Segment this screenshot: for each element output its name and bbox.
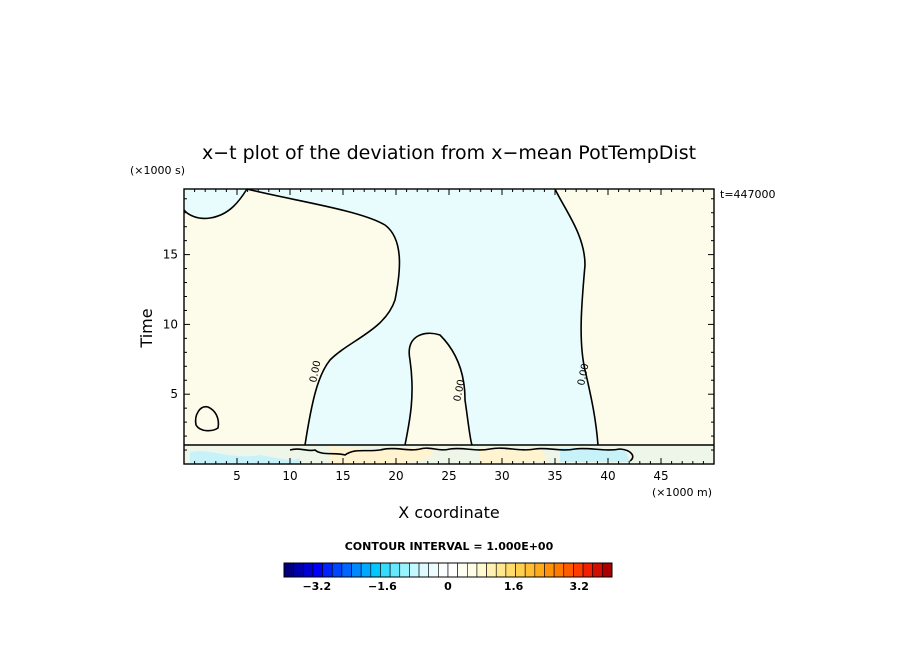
y-tick-label: 15 xyxy=(163,248,178,262)
colorbar-cell xyxy=(544,562,555,578)
colorbar-cell xyxy=(466,562,478,578)
colorbar-ticks: −3.2 −1.6 0 1.6 3.2 xyxy=(302,580,589,593)
colorbar-cell xyxy=(283,562,294,578)
colorbar-tick-label: −1.6 xyxy=(368,580,397,593)
contour-line-ragged-bottom xyxy=(289,447,634,462)
colorbar-cell xyxy=(602,562,613,578)
x-tick-label: 40 xyxy=(600,469,615,483)
colorbar-cell xyxy=(457,562,468,578)
bottom-band-yellow-2 xyxy=(480,447,548,463)
colorbar-cell xyxy=(553,562,565,578)
contour-interval-text: CONTOUR INTERVAL = 1.000E+00 xyxy=(345,540,554,553)
x-tick-label: 15 xyxy=(335,469,350,483)
negative-blob xyxy=(194,405,220,432)
x-unit-label: (×1000 m) xyxy=(652,486,712,499)
x-tick-label: 10 xyxy=(282,469,297,483)
colorbar-cell xyxy=(351,562,362,578)
contour-line-center-hill xyxy=(404,332,473,446)
colorbar-cell xyxy=(302,562,314,578)
colorbar-cell xyxy=(322,562,333,578)
colorbar-cell xyxy=(515,562,526,578)
colorbar-cell xyxy=(360,562,372,578)
contour-label-center: 0.00 xyxy=(452,379,467,403)
colorbar-cell xyxy=(341,562,352,578)
x-axis-label: X coordinate xyxy=(398,503,499,522)
colorbar-cell xyxy=(495,562,507,578)
x-tick-label: 5 xyxy=(233,469,241,483)
colorbar-tick-label: 0 xyxy=(444,580,452,593)
bottom-band-cyan-2 xyxy=(560,447,630,462)
y-unit-label: (×1000 s) xyxy=(130,164,185,177)
colorbar-cell xyxy=(447,562,458,578)
x-tick-label: 20 xyxy=(388,469,403,483)
contour-line-top-left xyxy=(183,188,248,220)
colorbar-cell xyxy=(418,562,430,578)
x-tick-label: 35 xyxy=(547,469,562,483)
colorbar-cell xyxy=(563,562,574,578)
colorbar-tick-label: 1.6 xyxy=(504,580,524,593)
y-tick-label: 5 xyxy=(170,387,178,401)
colorbar-tick-label: −3.2 xyxy=(302,580,331,593)
x-tick-label: 30 xyxy=(494,469,509,483)
colorbar-cell xyxy=(573,562,584,578)
contour-label-right: 0.00 xyxy=(576,363,591,387)
colorbar-tick-label: 3.2 xyxy=(569,580,589,593)
colorbar-cell xyxy=(505,562,516,578)
y-axis: 5 10 15 xyxy=(163,198,714,451)
negative-region-center xyxy=(247,189,598,445)
colorbar-cell xyxy=(370,562,381,578)
colorbar-frame xyxy=(283,562,613,578)
colorbar-cell xyxy=(476,562,487,578)
plot-area: 0.00 0.00 0.00 xyxy=(183,188,715,465)
colorbar-cell xyxy=(428,562,439,578)
colorbar-cell xyxy=(331,562,343,578)
colorbar-cell xyxy=(534,562,545,578)
colorbar-cell xyxy=(486,562,497,578)
colorbar-cell xyxy=(312,562,323,578)
colorbar xyxy=(283,562,613,578)
contour-line-center-left xyxy=(246,188,401,446)
colorbar-cell xyxy=(438,562,449,578)
chart-title: x−t plot of the deviation from x−mean Po… xyxy=(202,142,696,164)
x-tick-label: 45 xyxy=(653,469,668,483)
colorbar-cell xyxy=(389,562,401,578)
colorbar-cell xyxy=(582,562,594,578)
y-tick-label: 10 xyxy=(163,317,178,331)
negative-region-corner xyxy=(184,189,247,219)
colorbar-cell xyxy=(380,562,391,578)
colorbar-cell xyxy=(399,562,410,578)
x-axis: 5 10 15 20 25 30 35 40 45 xyxy=(194,189,704,483)
colorbar-cell xyxy=(592,562,603,578)
colorbar-cell xyxy=(293,562,304,578)
time-annotation: t=447000 xyxy=(720,188,776,201)
y-axis-label: Time xyxy=(137,308,156,348)
colorbar-cell xyxy=(409,562,420,578)
x-tick-label: 25 xyxy=(441,469,456,483)
bottom-band-cyan-1 xyxy=(190,451,300,464)
contour-label-left: 0.00 xyxy=(308,360,323,384)
colorbar-cell xyxy=(524,562,536,578)
contour-line-center-right xyxy=(554,188,599,446)
